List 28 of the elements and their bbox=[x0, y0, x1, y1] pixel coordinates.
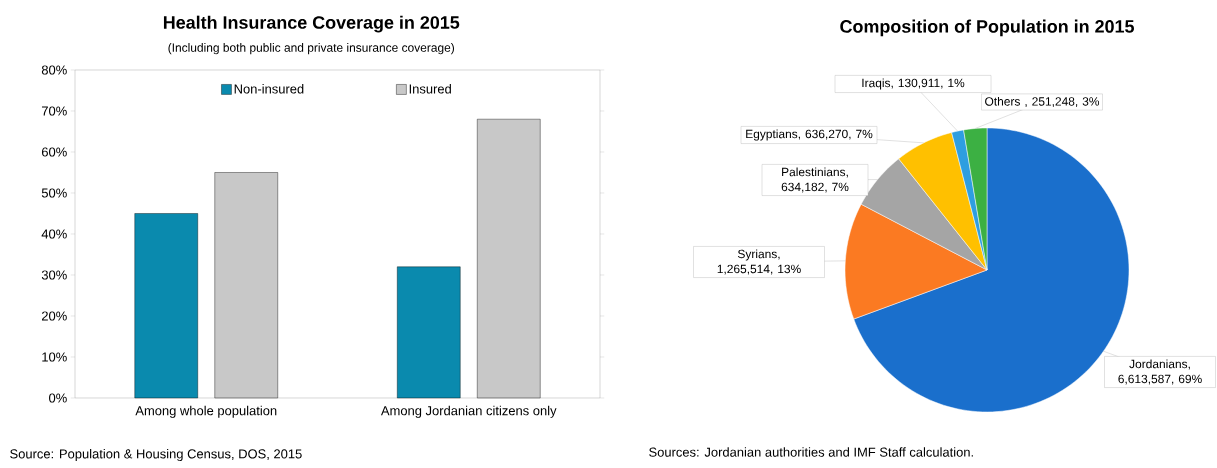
y-tick-label: 70% bbox=[41, 106, 67, 116]
y-tick-label: 80% bbox=[41, 65, 67, 75]
legend-label: Non-insured bbox=[234, 84, 304, 94]
y-tick-label: 0% bbox=[49, 393, 67, 403]
bar bbox=[134, 213, 198, 399]
slice-label: Others , 251,248, 3% bbox=[985, 96, 1100, 108]
slice-label: Egyptians, 636,270, 7% bbox=[746, 129, 873, 141]
slice-label: Palestinians, 634,182, 7% bbox=[781, 167, 849, 193]
chart-title: Health Insurance Coverage in 2015 bbox=[163, 15, 460, 33]
source-note: Source: Population & Housing Census, DOS, 2015 bbox=[10, 448, 302, 462]
x-tick-label: Among whole population bbox=[135, 405, 277, 418]
slice-label: Jordanians, 6,613,587, 69% bbox=[1118, 359, 1202, 385]
legend-label: Insured bbox=[409, 84, 451, 94]
bar bbox=[477, 118, 541, 399]
slice-label: Syrians, 1,265,514, 13% bbox=[717, 249, 801, 275]
source-note: Sources: Jordanian authorities and IMF Staff calculation. bbox=[649, 447, 973, 457]
x-tick-label: Among Jordanian citizens only bbox=[380, 405, 557, 418]
chart-title: Composition of Population in 2015 bbox=[840, 19, 1134, 37]
chart-subtitle: (Including both public and private insurance coverage) bbox=[168, 43, 454, 55]
y-tick-label: 50% bbox=[41, 188, 67, 198]
y-tick-label: 10% bbox=[42, 352, 67, 362]
y-tick-label: 30% bbox=[41, 270, 67, 280]
y-tick-label: 40% bbox=[41, 229, 67, 239]
y-tick-label: 20% bbox=[41, 311, 67, 321]
bar bbox=[214, 172, 278, 399]
slice-label: Iraqis, 130,911, 1% bbox=[862, 78, 965, 90]
bar bbox=[397, 266, 461, 399]
y-tick-label: 60% bbox=[41, 147, 67, 157]
